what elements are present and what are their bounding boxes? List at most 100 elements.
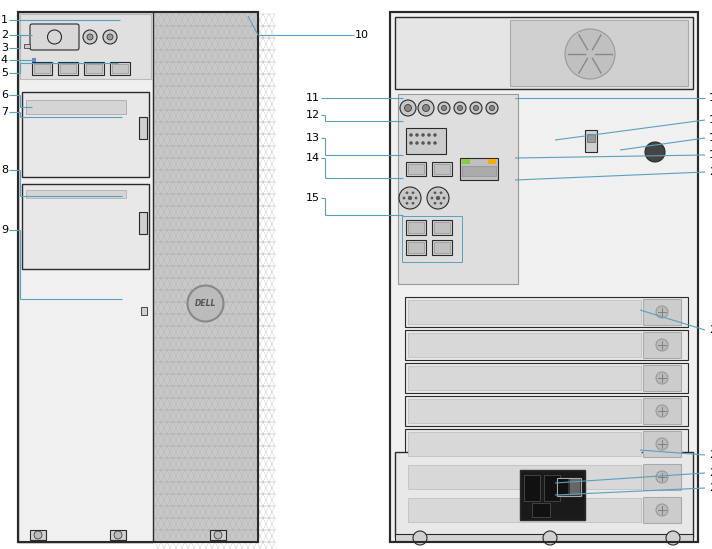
Circle shape — [103, 30, 117, 44]
Bar — [408, 465, 641, 489]
Circle shape — [434, 133, 436, 137]
Bar — [406, 240, 426, 255]
Circle shape — [656, 504, 668, 516]
Text: 9: 9 — [1, 225, 8, 235]
Circle shape — [406, 202, 408, 204]
Bar — [405, 396, 688, 426]
Circle shape — [422, 133, 424, 137]
Bar — [643, 299, 681, 325]
Bar — [643, 497, 681, 523]
Text: 8: 8 — [1, 165, 8, 175]
Circle shape — [441, 105, 446, 110]
Bar — [544, 475, 560, 501]
Text: 13: 13 — [306, 133, 320, 143]
Bar — [406, 220, 426, 235]
Circle shape — [565, 29, 615, 79]
Bar — [434, 164, 450, 174]
Circle shape — [434, 192, 436, 194]
Circle shape — [412, 192, 414, 194]
Circle shape — [440, 192, 442, 194]
Bar — [462, 166, 496, 176]
Bar — [34, 64, 50, 73]
Circle shape — [416, 142, 419, 144]
Bar — [210, 530, 226, 540]
Text: 23: 23 — [709, 468, 712, 478]
Bar — [460, 158, 498, 180]
Circle shape — [490, 105, 495, 110]
Bar — [408, 242, 424, 253]
Bar — [408, 366, 641, 390]
Circle shape — [656, 438, 668, 450]
Text: 7: 7 — [1, 107, 8, 117]
Text: 12: 12 — [306, 110, 320, 120]
Bar — [406, 162, 426, 176]
Bar — [26, 100, 126, 114]
Text: 22: 22 — [709, 450, 712, 460]
Circle shape — [438, 102, 450, 114]
Circle shape — [403, 197, 405, 199]
Circle shape — [427, 142, 431, 144]
Text: 6: 6 — [1, 90, 8, 100]
Circle shape — [436, 196, 440, 200]
Bar — [405, 462, 688, 492]
Bar — [434, 222, 450, 233]
Text: 17: 17 — [709, 115, 712, 125]
Bar — [408, 222, 424, 233]
Bar — [643, 332, 681, 358]
Circle shape — [470, 102, 482, 114]
Circle shape — [83, 30, 97, 44]
Bar — [408, 399, 641, 423]
Circle shape — [114, 531, 122, 539]
Bar — [488, 159, 496, 164]
Text: 21: 21 — [709, 325, 712, 335]
Circle shape — [399, 187, 421, 209]
Bar — [408, 300, 641, 324]
Circle shape — [400, 100, 416, 116]
Circle shape — [440, 202, 442, 204]
Bar — [18, 12, 258, 542]
Circle shape — [434, 202, 436, 204]
Bar — [398, 94, 518, 284]
Bar — [32, 58, 35, 61]
Bar — [408, 164, 424, 174]
Circle shape — [656, 471, 668, 483]
Bar — [32, 62, 52, 75]
Text: 20: 20 — [709, 167, 712, 177]
Text: 24: 24 — [709, 483, 712, 493]
Circle shape — [409, 133, 412, 137]
Bar — [110, 62, 130, 75]
Bar — [432, 240, 452, 255]
Circle shape — [87, 34, 93, 40]
Circle shape — [418, 100, 434, 116]
Circle shape — [404, 104, 412, 111]
Bar — [405, 429, 688, 459]
Text: 18: 18 — [709, 133, 712, 143]
Bar — [558, 479, 568, 495]
Text: 14: 14 — [306, 153, 320, 163]
Bar — [58, 62, 78, 75]
Bar — [22, 92, 149, 177]
Circle shape — [434, 142, 436, 144]
Text: 19: 19 — [709, 150, 712, 160]
Circle shape — [427, 133, 431, 137]
Bar — [18, 12, 153, 542]
Bar — [587, 134, 595, 142]
Bar — [462, 159, 470, 164]
Bar — [153, 12, 258, 542]
Circle shape — [107, 34, 113, 40]
FancyBboxPatch shape — [30, 24, 79, 50]
Bar — [26, 190, 126, 198]
Bar — [60, 64, 76, 73]
Circle shape — [543, 531, 557, 545]
Bar — [30, 530, 46, 540]
Circle shape — [413, 531, 427, 545]
Text: 4: 4 — [1, 55, 8, 65]
Circle shape — [486, 102, 498, 114]
Bar — [18, 12, 153, 542]
Bar — [643, 398, 681, 424]
Circle shape — [645, 142, 665, 162]
Circle shape — [412, 202, 414, 204]
Bar — [408, 432, 641, 456]
Text: DELL: DELL — [195, 299, 216, 308]
Bar — [390, 12, 698, 542]
